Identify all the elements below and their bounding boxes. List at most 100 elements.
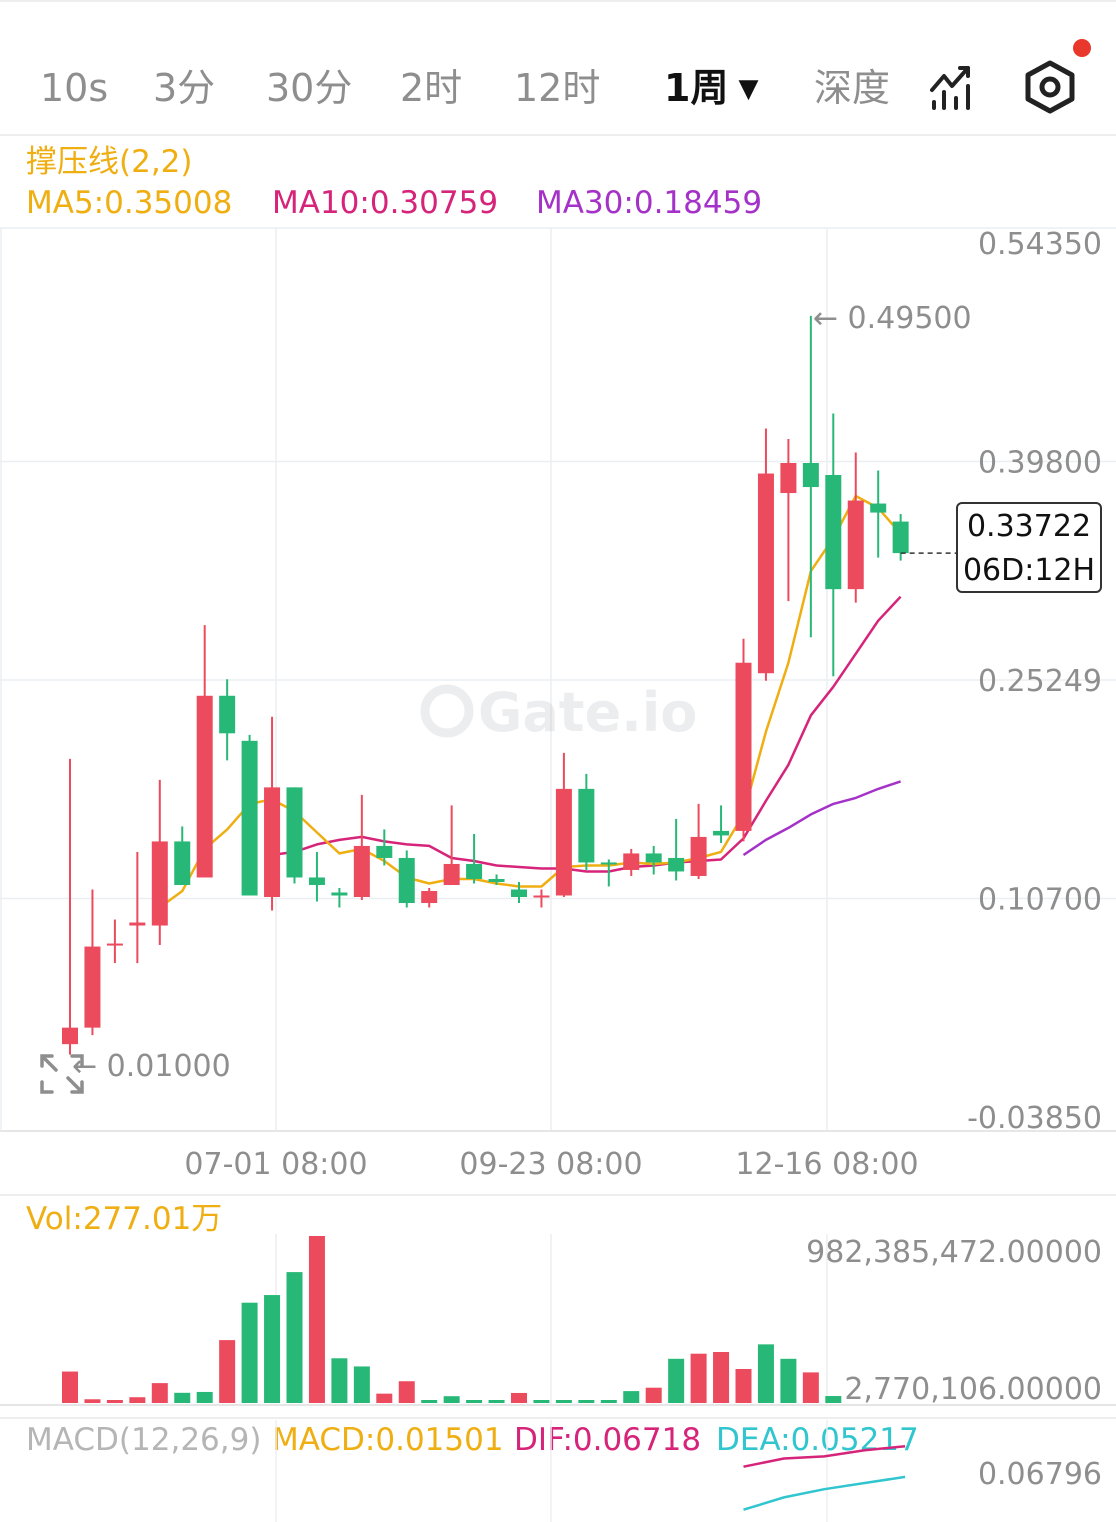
candle (308, 851, 325, 902)
candle-body (84, 946, 101, 1028)
candle (690, 803, 707, 879)
tab-1week[interactable]: 1周 ▼ (664, 64, 758, 113)
tab-1week-label: 1周 (664, 66, 729, 110)
candle (757, 428, 774, 681)
candle (555, 752, 572, 897)
volume-bar (106, 1400, 123, 1403)
candle-body (645, 853, 662, 863)
tab-depth[interactable]: 深度 (814, 66, 891, 110)
candle-body (196, 695, 213, 878)
candle (151, 779, 168, 946)
candle-body (308, 877, 325, 885)
volume-bar (466, 1400, 483, 1403)
current-price-text: 0.33722 (967, 509, 1091, 544)
fullscreen-icon-diag (66, 1076, 82, 1092)
volume-bar (62, 1371, 78, 1403)
candle-body (578, 788, 595, 863)
y-tick-label: 0.54350 (978, 227, 1102, 262)
candle (623, 848, 640, 876)
candle (825, 413, 842, 677)
ma30-legend: MA30:0.18459 (536, 185, 763, 221)
candle-body (466, 863, 483, 879)
candle (106, 919, 123, 964)
candle (62, 758, 78, 1055)
candle-body (376, 845, 393, 858)
tab-2h[interactable]: 2时 (400, 66, 463, 110)
tab-30min[interactable]: 30分 (266, 66, 353, 110)
volume-bar (196, 1391, 213, 1403)
candle (174, 826, 191, 885)
candle-body (106, 943, 123, 946)
dif-legend: DIF:0.06718 (514, 1422, 702, 1458)
y-tick-label: 0.25249 (978, 664, 1102, 699)
caret-down-icon: ▼ (738, 74, 759, 104)
candle-body (398, 857, 415, 904)
ma30-line (742, 780, 901, 857)
candle-body (241, 740, 258, 896)
candle-body (443, 863, 460, 885)
volume-bar (578, 1400, 595, 1403)
candle (578, 773, 595, 870)
tab-10s[interactable]: 10s (40, 66, 109, 110)
dea-line (743, 1475, 906, 1511)
candle-body (331, 892, 348, 896)
volume-bar (398, 1381, 415, 1403)
volume-bar (555, 1400, 572, 1403)
countdown-text: 06D:12H (963, 553, 1095, 588)
candle (331, 887, 348, 908)
fullscreen-icon-corner (70, 1080, 84, 1094)
volume-bar (286, 1272, 303, 1403)
low-price-marker: ← 0.01000 (72, 1049, 231, 1084)
candle (668, 818, 685, 881)
volume-bar (600, 1400, 617, 1403)
dea-legend: DEA:0.05217 (716, 1422, 919, 1458)
candle-body (511, 889, 527, 897)
candle-body (802, 463, 819, 488)
candle (533, 889, 550, 908)
volume-bar (174, 1392, 191, 1403)
candle-body (713, 830, 730, 836)
gate-logo-icon (420, 684, 474, 738)
x-tick-label: 07-01 08:00 (184, 1147, 367, 1182)
y-tick-label: 0.10700 (978, 883, 1102, 918)
candle (488, 874, 505, 885)
candle (398, 850, 415, 908)
tab-12h[interactable]: 12时 (514, 66, 601, 110)
candle (129, 851, 146, 964)
volume-legend: Vol:277.01万 (26, 1201, 223, 1237)
tab-3min[interactable]: 3分 (153, 66, 216, 110)
volume-bar (219, 1340, 236, 1403)
volume-bar (690, 1353, 707, 1403)
candle (870, 470, 887, 558)
volume-bar (668, 1358, 685, 1403)
watermark-text: Gate.io (478, 681, 697, 744)
volume-bar (129, 1397, 146, 1403)
volume-bar (623, 1391, 640, 1403)
candle-body (690, 836, 707, 876)
fullscreen-icon (40, 1054, 84, 1094)
ma10-line (271, 595, 902, 873)
hexagon-gear-icon[interactable] (1022, 58, 1078, 116)
candle-body (533, 895, 550, 898)
candle (645, 845, 662, 875)
candle-body (286, 787, 303, 878)
y-tick-label: -0.03850 (967, 1101, 1102, 1136)
volume-bar (735, 1369, 752, 1403)
volume-bar (443, 1396, 460, 1403)
volume-bar (421, 1400, 438, 1403)
candle-body (488, 878, 505, 882)
candle (780, 438, 797, 602)
timeframe-bar: 10s 3分 30分 2时 12时 1周 ▼ 深度 (0, 0, 1116, 136)
line-chart-indicator-icon[interactable] (928, 62, 976, 110)
volume-bar (645, 1387, 662, 1403)
candle-body (780, 463, 797, 494)
candle-body (62, 1027, 78, 1045)
candle-body (421, 890, 438, 904)
candle-body (735, 662, 752, 831)
volume-min-label: 2,770,106.00000 (844, 1372, 1102, 1407)
volume-bar (780, 1358, 797, 1403)
x-tick-label: 12-16 08:00 (735, 1147, 918, 1182)
candle (84, 889, 101, 1036)
volume-bar (802, 1372, 819, 1403)
